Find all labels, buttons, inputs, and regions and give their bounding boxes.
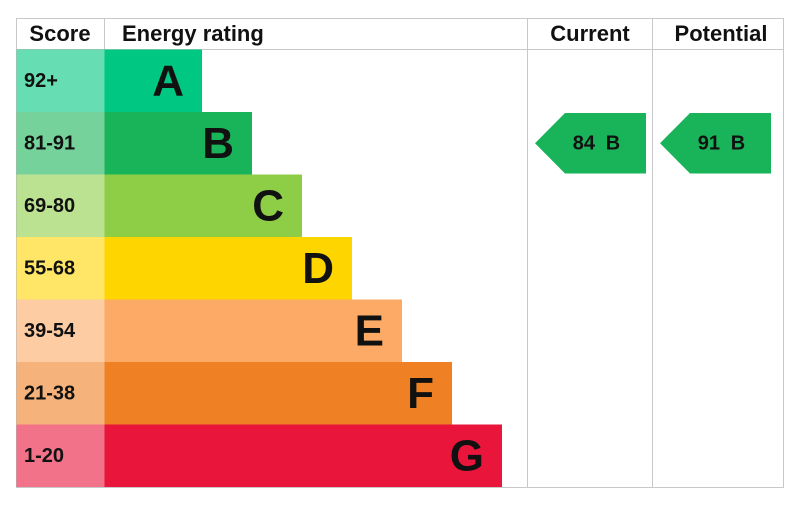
header-potential: Potential (675, 21, 768, 46)
score-label: 92+ (24, 70, 58, 92)
potential-arrow (660, 113, 771, 174)
score-label: 69-80 (24, 195, 75, 217)
score-label: 21-38 (24, 383, 75, 405)
score-label: 39-54 (24, 320, 76, 342)
rating-letter: B (202, 119, 234, 168)
rating-letter: A (152, 56, 184, 105)
score-label: 1-20 (24, 445, 64, 467)
header-rating: Energy rating (122, 21, 264, 46)
current-value: 84 (573, 133, 596, 155)
rating-bar (104, 362, 452, 425)
score-label: 55-68 (24, 258, 75, 280)
rating-bar (104, 112, 252, 175)
potential-value: 91 (698, 133, 720, 155)
rating-letter: C (252, 181, 284, 230)
rating-letter: E (355, 306, 384, 355)
current-letter: B (606, 133, 620, 155)
header-current: Current (550, 21, 630, 46)
rating-bar (104, 237, 352, 300)
rating-letter: G (450, 431, 484, 480)
potential-letter: B (731, 133, 745, 155)
score-cell (16, 174, 105, 237)
score-cell (16, 237, 105, 300)
rating-bar (104, 49, 202, 112)
score-cell (16, 362, 105, 425)
rating-letter: D (302, 244, 334, 293)
rating-bar (104, 424, 502, 487)
score-cell (16, 424, 105, 487)
score-label: 81-91 (24, 133, 75, 155)
rating-bar (104, 299, 402, 362)
score-cell (16, 112, 105, 175)
current-arrow (535, 113, 646, 174)
score-cell (16, 49, 105, 112)
rating-letter: F (407, 369, 434, 418)
score-cell (16, 299, 105, 362)
rating-bar (104, 174, 302, 237)
header-score: Score (29, 21, 90, 46)
